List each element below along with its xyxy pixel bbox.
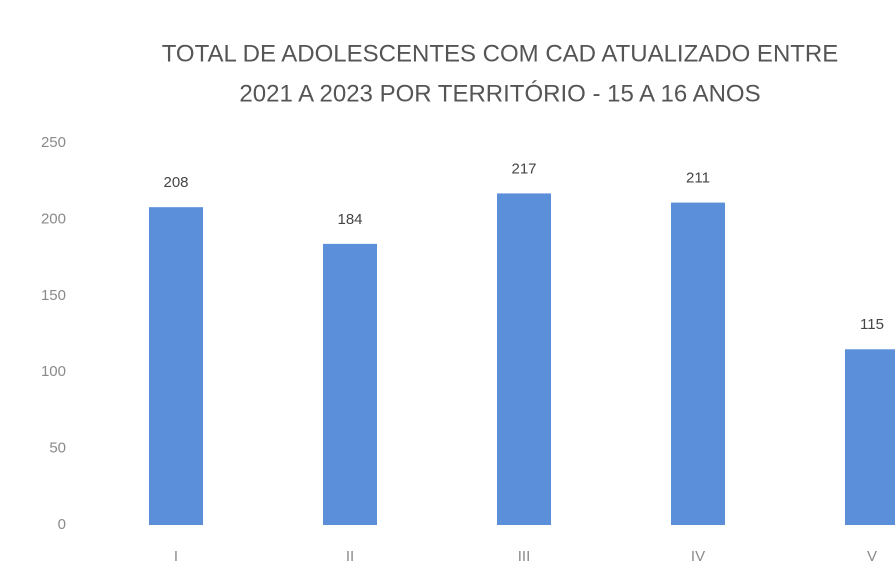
bar xyxy=(671,202,725,526)
bar xyxy=(845,349,895,525)
y-tick-label: 250 xyxy=(41,134,66,151)
chart-title: TOTAL DE ADOLESCENTES COM CAD ATUALIZADO… xyxy=(162,40,839,67)
x-tick-label: V xyxy=(867,548,877,565)
y-tick-label: 50 xyxy=(49,440,66,457)
y-tick-label: 100 xyxy=(41,363,66,380)
x-tick-label: I xyxy=(174,548,178,565)
x-tick-label: IV xyxy=(691,548,705,565)
data-label: 208 xyxy=(163,174,188,191)
x-tick-label: III xyxy=(518,548,531,565)
chart-title: 2021 A 2023 POR TERRITÓRIO - 15 A 16 ANO… xyxy=(239,80,760,107)
y-tick-label: 200 xyxy=(41,210,66,227)
data-label: 211 xyxy=(686,170,710,187)
data-label: 217 xyxy=(511,160,536,177)
y-tick-label: 150 xyxy=(41,287,66,304)
data-label: 184 xyxy=(337,211,362,228)
data-label: 115 xyxy=(860,316,884,333)
bar xyxy=(323,243,377,525)
bar xyxy=(149,207,203,525)
x-tick-label: II xyxy=(346,548,354,565)
bar xyxy=(497,193,551,525)
y-tick-label: 0 xyxy=(58,516,66,533)
